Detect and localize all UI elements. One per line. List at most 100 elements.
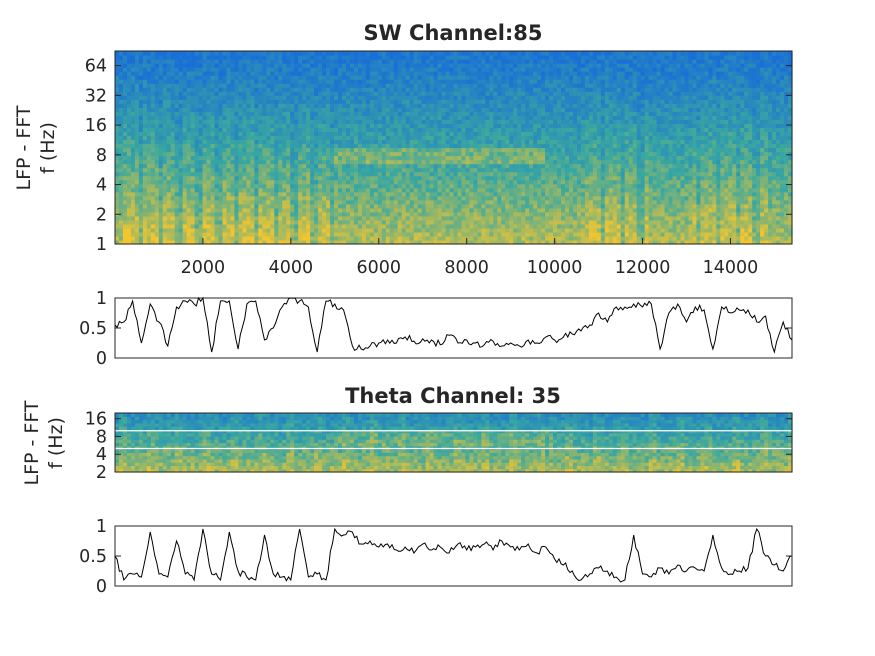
sw-spectrogram-cell	[118, 139, 124, 145]
sw-spectrogram-cell	[465, 163, 471, 169]
sw-spectrogram-cell	[306, 71, 311, 76]
sw-spectrogram-cell	[421, 167, 427, 173]
sw-spectrogram-cell	[357, 171, 363, 177]
sw-spectrogram-cell	[517, 83, 522, 88]
sw-spectrogram-cell	[122, 231, 128, 237]
sw-spectrogram-cell	[206, 139, 212, 145]
sw-spectrogram-cell	[377, 179, 383, 185]
sw-spectrogram-cell	[429, 107, 435, 112]
sw-spectrogram-cell	[310, 199, 315, 205]
sw-spectrogram-cell	[349, 95, 355, 100]
sw-spectrogram-cell	[453, 75, 459, 80]
sw-spectrogram-cell	[338, 75, 343, 80]
sw-spectrogram-cell	[146, 227, 152, 233]
sw-spectrogram-cell	[489, 159, 494, 165]
sw-spectrogram-cell	[493, 135, 498, 141]
sw-spectrogram-cell	[322, 163, 327, 169]
sw-spectrogram-cell	[258, 167, 263, 173]
sw-spectrogram-cell	[365, 147, 371, 153]
sw-spectrogram-cell	[130, 155, 136, 161]
sw-spectrogram-cell	[457, 219, 463, 225]
sw-spectrogram-cell	[294, 167, 299, 173]
sw-spectrogram-cell	[349, 83, 355, 88]
sw-spectrogram-cell	[397, 107, 403, 112]
sw-spectrogram-cell	[206, 159, 212, 165]
sw-spectrogram-cell	[294, 67, 299, 72]
sw-spectrogram-cell	[361, 235, 367, 241]
sw-spectrogram-cell	[254, 183, 259, 189]
sw-spectrogram-cell	[162, 147, 168, 153]
sw-spectrogram-cell	[178, 51, 184, 56]
sw-spectrogram-cell	[122, 111, 128, 116]
sw-spectrogram-cell	[361, 59, 367, 64]
sw-spectrogram-cell	[130, 119, 136, 124]
sw-spectrogram-cell	[429, 115, 435, 120]
sw-spectrogram-cell	[461, 127, 467, 133]
sw-spectrogram-cell	[345, 139, 351, 145]
sw-spectrogram-cell	[341, 91, 347, 96]
sw-spectrogram-cell	[357, 123, 363, 128]
sw-spectrogram-cell	[338, 91, 343, 96]
sw-spectrogram-cell	[162, 151, 168, 157]
sw-spectrogram-cell	[341, 95, 347, 100]
sw-spectrogram-cell	[230, 111, 236, 116]
sw-spectrogram-cell	[230, 107, 236, 112]
sw-spectrogram-cell	[194, 123, 200, 128]
sw-spectrogram-cell	[326, 239, 331, 245]
sw-spectrogram-cell	[214, 231, 220, 237]
sw-spectrogram-cell	[170, 167, 176, 173]
sw-spectrogram-cell	[417, 215, 423, 221]
sw-spectrogram-cell	[318, 99, 323, 104]
sw-spectrogram-cell	[182, 115, 188, 120]
sw-spectrogram-cell	[513, 179, 518, 185]
sw-spectrogram-cell	[130, 231, 136, 237]
sw-spectrogram-cell	[393, 175, 399, 181]
sw-spectrogram-cell	[481, 119, 486, 124]
sw-spectrogram-cell	[162, 179, 168, 185]
sw-spectrogram-cell	[493, 171, 498, 177]
sw-spectrogram-cell	[122, 75, 128, 80]
sw-spectrogram-cell	[218, 75, 224, 80]
sw-spectrogram-cell	[150, 123, 156, 128]
sw-spectrogram-cell	[385, 111, 391, 116]
sw-spectrogram-cell	[349, 67, 355, 72]
sw-spectrogram-cell	[130, 175, 136, 181]
sw-spectrogram-cell	[166, 99, 172, 104]
sw-spectrogram-cell	[146, 55, 152, 60]
sw-spectrogram-cell	[353, 171, 359, 177]
sw-spectrogram-cell	[258, 195, 263, 201]
sw-spectrogram-cell	[525, 195, 530, 201]
sw-spectrogram-cell	[318, 163, 323, 169]
sw-spectrogram-cell	[441, 67, 447, 72]
sw-spectrogram-cell	[381, 235, 387, 241]
sw-spectrogram-cell	[345, 119, 351, 124]
sw-spectrogram-cell	[409, 83, 415, 88]
sw-spectrogram-cell	[238, 199, 244, 205]
sw-spectrogram-cell	[266, 51, 271, 56]
sw-spectrogram-cell	[349, 71, 355, 76]
sw-spectrogram-cell	[170, 147, 176, 153]
sw-spectrogram-cell	[226, 163, 232, 169]
sw-spectrogram-cell	[322, 107, 327, 112]
sw-spectrogram-cell	[485, 151, 490, 157]
sw-spectrogram-cell	[449, 187, 455, 193]
sw-spectrogram-cell	[493, 91, 498, 96]
sw-spectrogram-cell	[521, 195, 526, 201]
sw-spectrogram-cell	[142, 195, 148, 201]
sw-spectrogram-cell	[158, 147, 164, 153]
sw-spectrogram-cell	[361, 167, 367, 173]
sw-spectrogram-cell	[282, 131, 287, 137]
sw-spectrogram-cell	[397, 235, 403, 241]
sw-spectrogram-cell	[242, 183, 248, 189]
sw-spectrogram-cell	[457, 227, 463, 233]
sw-spectrogram-cell	[258, 91, 263, 96]
sw-spectrogram-cell	[238, 127, 244, 133]
sw-spectrogram-cell	[115, 151, 120, 157]
sw-spectrogram-cell	[210, 87, 216, 92]
sw-spectrogram-cell	[190, 127, 196, 133]
sw-spectrogram-cell	[146, 203, 152, 209]
sw-spectrogram-cell	[282, 211, 287, 217]
sw-spectrogram-cell	[330, 87, 335, 92]
sw-spectrogram-cell	[330, 183, 335, 189]
sw-spectrogram-cell	[445, 119, 451, 124]
